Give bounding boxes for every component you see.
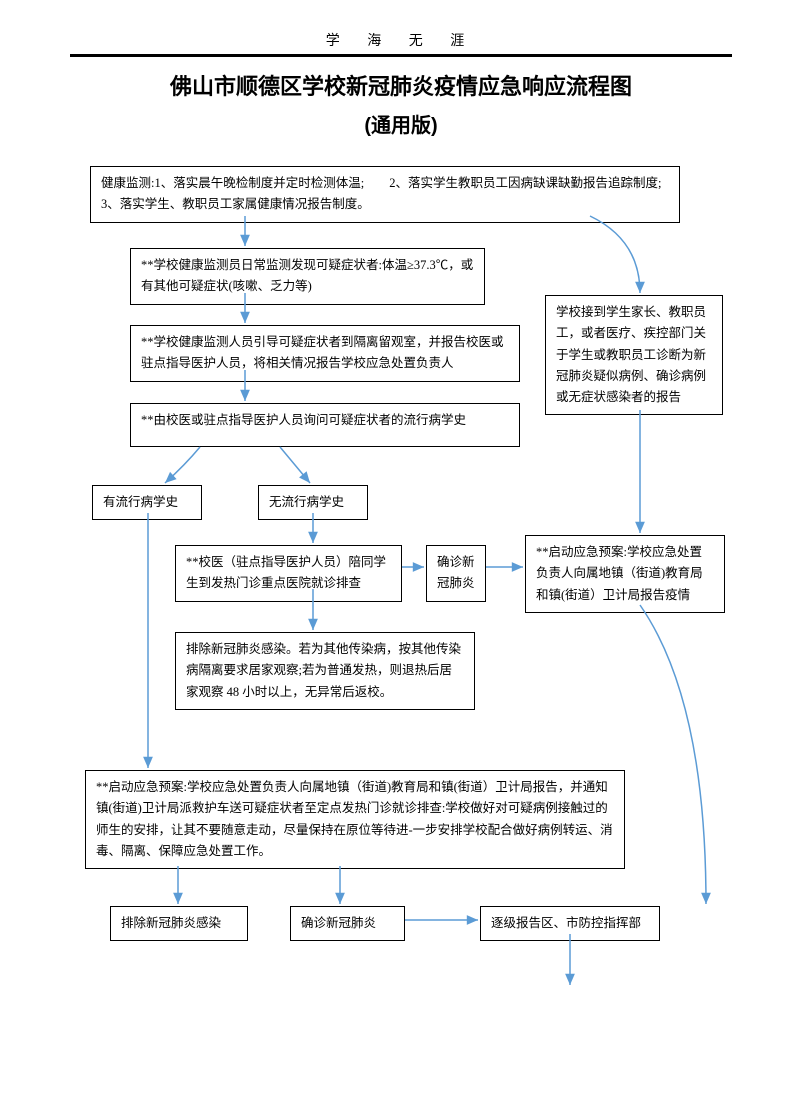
flow-node-n5: 有流行病学史 [92, 485, 202, 520]
subtitle: (通用版) [70, 109, 732, 138]
flow-node-n12: **启动应急预案:学校应急处置负责人向属地镇（街道)教育局和镇(街道）卫计局报告… [85, 770, 625, 869]
flow-node-n3: **学校健康监测人员引导可疑症状者到隔离留观室，并报告校医或驻点指导医护人员，将… [130, 325, 520, 382]
flow-node-n14: 确诊新冠肺炎 [290, 906, 405, 941]
flow-node-n1: 健康监测:1、落实晨午晚检制度并定时检测体温; 2、落实学生教职员工因病缺课缺勤… [90, 166, 680, 223]
page-header: 学 海 无 涯 [70, 30, 732, 50]
flow-node-n9: 学校接到学生家长、教职员工，或者医疗、疾控部门关于学生或教职员工诊断为新冠肺炎疑… [545, 295, 723, 415]
flow-node-n6: 无流行病学史 [258, 485, 368, 520]
title: 佛山市顺德区学校新冠肺炎疫情应急响应流程图 [70, 69, 732, 101]
flow-node-n7: **校医（驻点指导医护人员）陪同学生到发热门诊重点医院就诊排查 [175, 545, 402, 602]
flow-node-n11: 排除新冠肺炎感染。若为其他传染病，按其他传染病隔离要求居家观察;若为普通发热，则… [175, 632, 475, 710]
flow-node-n2: **学校健康监测员日常监测发现可疑症状者:体温≥37.3℃，或有其他可疑症状(咳… [130, 248, 485, 305]
flow-node-n15: 逐级报告区、市防控指挥部 [480, 906, 660, 941]
flow-node-n10: **启动应急预案:学校应急处置负责人向属地镇（街道)教育局和镇(街道）卫计局报告… [525, 535, 725, 613]
flow-node-n13: 排除新冠肺炎感染 [110, 906, 248, 941]
flow-node-n8: 确诊新冠肺炎 [426, 545, 486, 602]
flow-node-n4: **由校医或驻点指导医护人员询问可疑症状者的流行病学史 [130, 403, 520, 447]
header-rule [70, 54, 732, 57]
